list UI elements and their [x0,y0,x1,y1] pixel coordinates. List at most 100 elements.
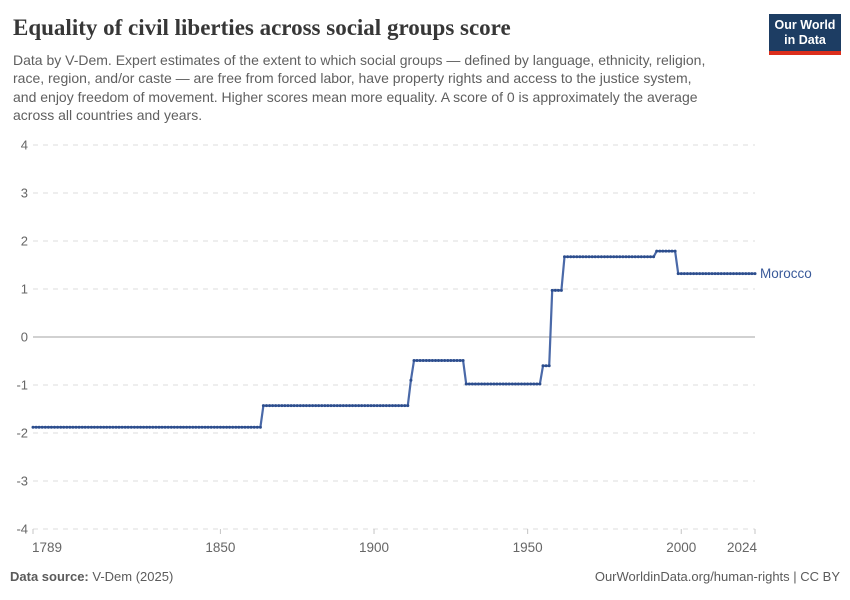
data-point [728,272,732,276]
data-point [716,272,720,276]
data-point [685,272,689,276]
data-point [747,272,751,276]
data-point [74,425,78,429]
owid-logo[interactable]: Our World in Data [769,14,841,55]
series-label-morocco[interactable]: Morocco [760,266,812,281]
data-point [403,404,407,408]
data-point [317,404,321,408]
data-point [455,359,459,362]
data-point [218,425,222,429]
data-point [744,272,748,276]
data-point [483,382,487,386]
credit-link[interactable]: OurWorldinData.org/human-rights | CC BY [594,569,840,584]
data-point [289,404,293,408]
data-point [99,425,103,429]
data-point [682,272,686,276]
data-point [258,425,262,429]
data-point [237,425,241,429]
data-point [261,404,265,408]
data-point [172,425,176,429]
data-point [753,272,757,276]
data-point [49,425,53,429]
data-source-label: Data source: [10,569,89,584]
data-point [40,425,44,429]
data-point [461,359,465,362]
data-point [34,425,38,429]
data-point [179,425,182,429]
data-point [510,382,514,386]
data-point [194,425,198,429]
data-point [547,364,551,368]
data-point [477,382,480,386]
data-point [108,425,112,429]
data-point [636,255,640,259]
data-point [532,382,536,386]
data-point [406,404,410,408]
data-point [609,255,613,259]
data-point [92,425,96,429]
owid-logo-line1: Our World [774,18,836,32]
data-point [701,272,705,276]
x-axis-tick-label: 1900 [359,540,389,555]
data-point [114,425,118,429]
y-axis-tick-label: 2 [21,234,28,249]
data-point [329,404,333,408]
data-point [348,404,351,408]
data-point [556,288,560,292]
data-point [621,255,625,259]
data-point [446,359,450,362]
data-point [572,255,576,259]
data-point [77,425,81,429]
data-point [504,382,508,386]
x-axis-tick-label: 1950 [513,540,543,555]
data-point [664,249,668,253]
data-point [139,425,142,429]
data-point [578,255,582,259]
data-point [145,425,149,429]
data-point [191,425,195,429]
data-point [148,425,152,429]
data-point [311,404,315,408]
data-point [642,255,646,259]
data-point [750,272,754,276]
data-point [707,272,711,276]
data-point [338,404,342,408]
series-line-morocco[interactable] [31,250,757,429]
data-point [117,425,121,429]
data-point [397,404,401,408]
data-point [126,425,130,429]
series-markers [31,249,757,429]
data-point [71,425,75,429]
data-point [295,404,299,408]
data-point [231,425,235,429]
chart-title: Equality of civil liberties across socia… [13,15,511,40]
data-point [185,425,189,429]
data-point [535,382,539,386]
data-point [599,255,603,259]
data-point [286,404,290,408]
data-point [603,255,606,259]
data-point [464,382,468,386]
data-point [735,272,739,276]
y-axis-tick-label: -2 [16,426,28,441]
data-point [136,425,139,429]
data-point [741,272,745,276]
data-point [304,404,308,408]
data-point [627,255,631,259]
data-point [252,425,256,429]
data-point [649,255,652,259]
y-axis-tick-label: 0 [21,330,28,345]
data-point [308,404,311,408]
data-point [486,382,490,386]
data-point [157,425,161,429]
data-point [584,255,588,259]
data-point [569,255,573,259]
data-point [372,404,376,408]
y-axis-tick-label: 3 [21,186,28,201]
data-point [590,255,594,259]
data-point [123,425,127,429]
data-point [526,382,530,386]
data-point [344,404,348,408]
data-point [354,404,358,408]
